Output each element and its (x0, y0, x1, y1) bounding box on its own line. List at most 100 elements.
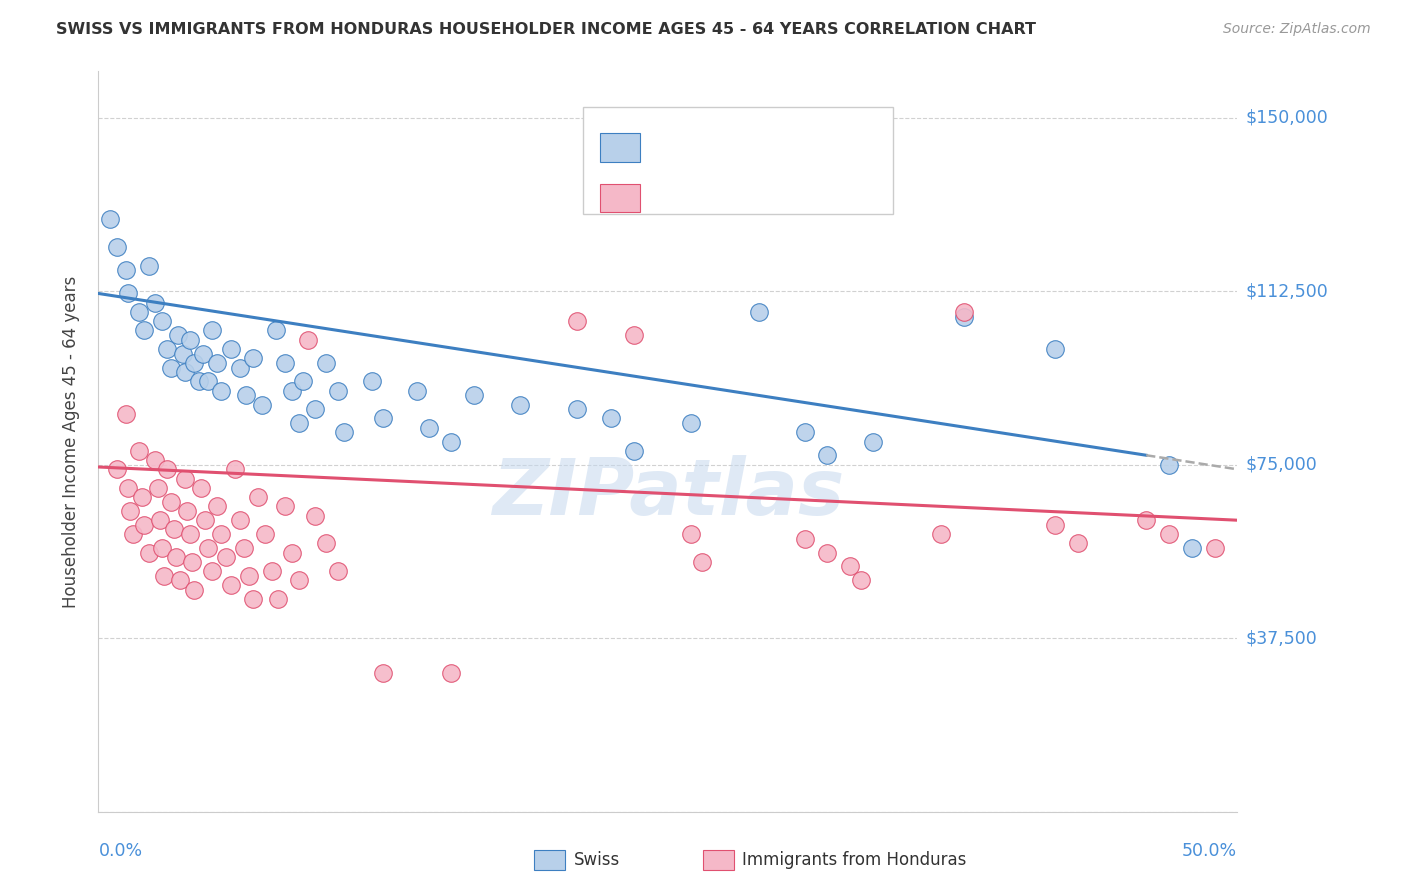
Point (149, 513, 172, 527)
Point (793, 425, 815, 440)
Point (440, 665, 463, 680)
Point (281, 545, 304, 560)
Point (246, 490, 269, 504)
Text: $37,500: $37,500 (1246, 629, 1317, 648)
Point (183, 582, 205, 597)
Point (205, 356, 228, 370)
Point (131, 490, 153, 504)
Point (114, 407, 136, 421)
Point (176, 504, 198, 518)
Point (205, 500, 228, 514)
Point (132, 324, 155, 338)
Point (238, 568, 260, 582)
Point (228, 513, 250, 527)
Point (194, 513, 217, 527)
Point (190, 481, 212, 495)
Point (315, 536, 337, 550)
Point (193, 346, 215, 360)
Point (281, 384, 304, 398)
Point (690, 555, 713, 569)
Point (600, 411, 623, 425)
Point (333, 425, 356, 440)
Point (219, 578, 242, 592)
Point (180, 555, 202, 569)
Text: $75,000: $75,000 (1246, 456, 1317, 474)
Point (145, 295, 167, 310)
Point (132, 517, 155, 532)
Point (326, 384, 349, 398)
Point (138, 545, 160, 560)
Text: Source: ZipAtlas.com: Source: ZipAtlas.com (1223, 22, 1371, 37)
Point (179, 527, 201, 541)
Point (463, 388, 485, 402)
Point (120, 504, 142, 518)
Point (1043, 342, 1066, 356)
Point (209, 527, 232, 541)
Point (509, 398, 531, 412)
Point (288, 416, 311, 430)
Point (128, 305, 150, 319)
Point (274, 500, 297, 514)
Point (623, 328, 645, 343)
Point (1204, 541, 1226, 555)
Point (1067, 536, 1090, 550)
Point (197, 375, 219, 389)
Point (242, 591, 264, 606)
Point (793, 532, 815, 546)
Point (172, 346, 194, 360)
Text: $112,500: $112,500 (1246, 282, 1329, 300)
Point (145, 453, 167, 467)
Point (233, 541, 256, 555)
Point (162, 523, 184, 537)
Point (440, 434, 463, 449)
Point (839, 559, 862, 574)
Point (121, 527, 143, 541)
Point (1181, 541, 1204, 555)
Point (371, 665, 394, 680)
Point (815, 449, 838, 463)
Point (1043, 517, 1066, 532)
Point (565, 402, 588, 417)
Point (150, 314, 173, 328)
Point (1135, 513, 1157, 527)
Point (264, 324, 287, 338)
Point (851, 574, 873, 588)
Point (315, 356, 337, 370)
Text: R = -0.470   N = 55: R = -0.470 N = 55 (651, 139, 837, 157)
Point (748, 305, 770, 319)
Point (174, 365, 197, 379)
Point (150, 541, 173, 555)
Point (253, 527, 276, 541)
Point (114, 263, 136, 277)
Point (360, 375, 382, 389)
Point (1157, 527, 1180, 541)
Point (260, 564, 283, 578)
Text: Swiss: Swiss (574, 851, 620, 869)
Point (105, 240, 128, 254)
Point (371, 411, 394, 425)
Point (297, 333, 319, 347)
Point (288, 574, 311, 588)
Point (406, 384, 429, 398)
Point (117, 286, 139, 301)
Point (156, 462, 179, 476)
Point (187, 375, 209, 389)
Point (862, 434, 884, 449)
Point (167, 328, 190, 343)
Point (274, 356, 297, 370)
Point (679, 416, 702, 430)
Point (201, 324, 224, 338)
Point (929, 527, 952, 541)
Point (197, 541, 219, 555)
Point (242, 351, 264, 366)
Text: $150,000: $150,000 (1246, 109, 1329, 127)
Text: 0.0%: 0.0% (98, 842, 142, 860)
Point (156, 342, 179, 356)
Y-axis label: Householder Income Ages 45 - 64 years: Householder Income Ages 45 - 64 years (62, 276, 80, 607)
Point (1157, 458, 1180, 472)
Point (165, 550, 187, 565)
Point (160, 360, 183, 375)
Point (98, 212, 121, 227)
Point (128, 443, 150, 458)
Point (418, 420, 440, 434)
